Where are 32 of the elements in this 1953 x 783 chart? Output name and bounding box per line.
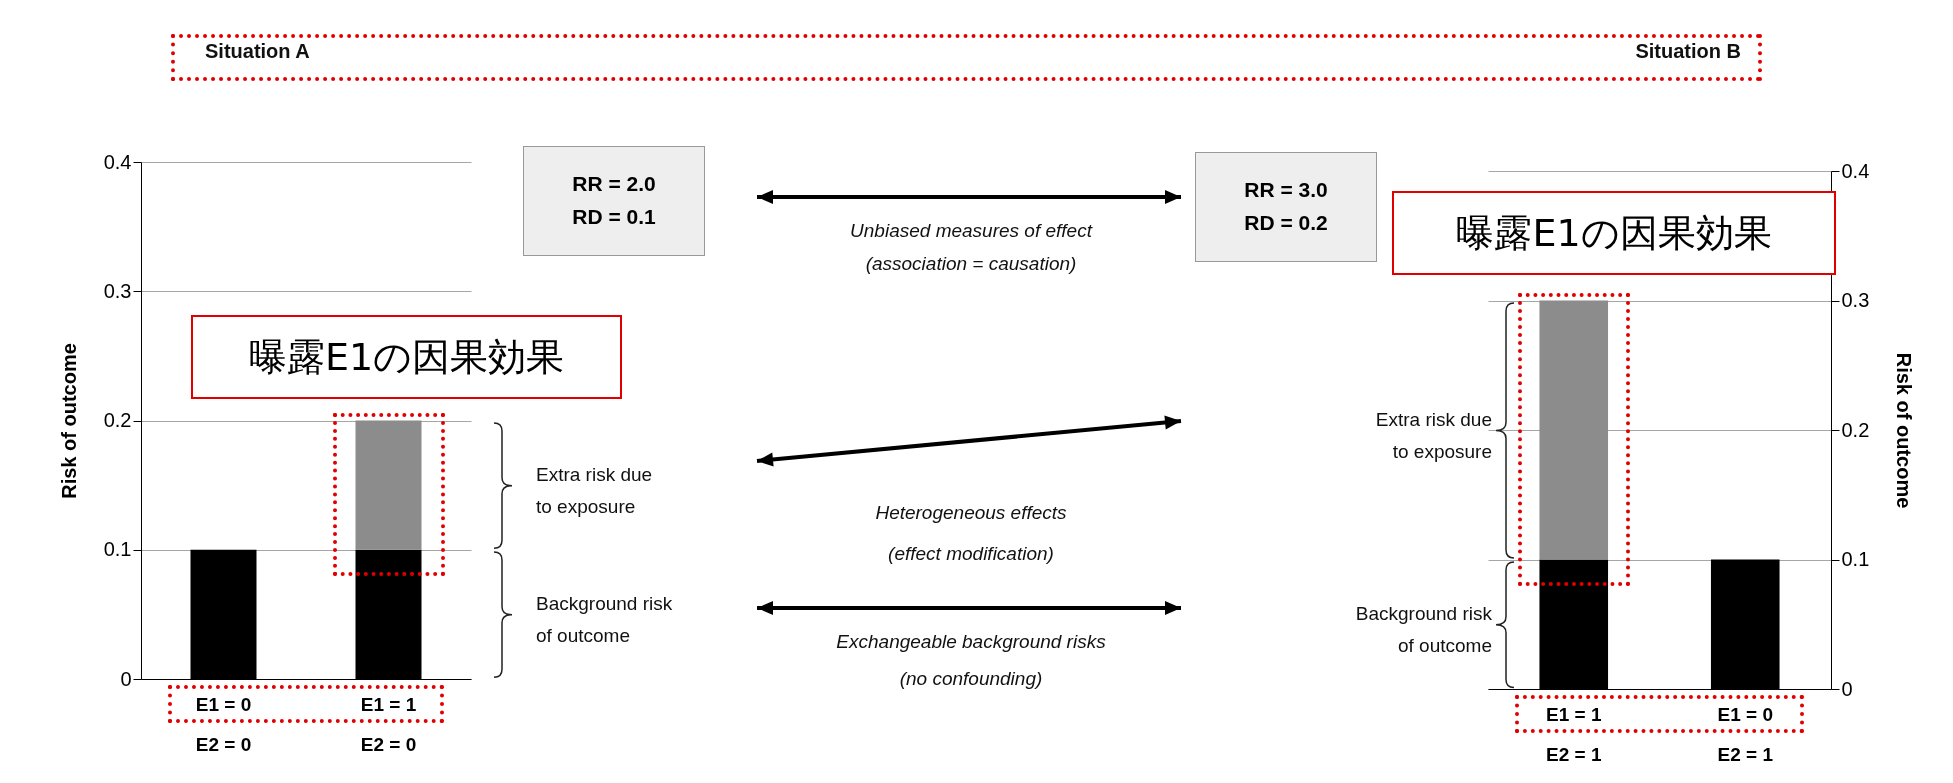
- x-tick-label: E1 = 0 E2 = 0: [195, 693, 252, 755]
- text: Exchangeable background risks: [836, 631, 1106, 653]
- chart-title: Situation A: [205, 40, 310, 63]
- text: Background risk of outcome: [1355, 602, 1492, 659]
- y2-tick-label: 0.1: [1841, 548, 1870, 570]
- label-box: 曝露E1の因果効果: [1392, 191, 1836, 275]
- text: (effect modification): [888, 543, 1054, 565]
- y2-tick-label: 0.3: [1841, 289, 1870, 311]
- y-tick-label: 0.3: [103, 279, 132, 302]
- y-tick-label: 0: [120, 667, 132, 690]
- y-tick-label: 0.4: [103, 150, 132, 173]
- label-box: RR = 3.0 RD = 0.2: [1195, 152, 1377, 262]
- x-tick-label: E1 = 0 E2 = 1: [1717, 703, 1774, 765]
- y2-tick-label: 0.2: [1841, 418, 1870, 441]
- label-box: RR = 2.0 RD = 0.1: [523, 146, 705, 256]
- y-tick-label: 0.1: [103, 538, 132, 561]
- y2-tick-label: 0.4: [1841, 159, 1870, 182]
- text: (association = causation): [865, 253, 1077, 275]
- text: Background risk of outcome: [536, 592, 673, 649]
- label-box: 曝露E1の因果効果: [191, 315, 622, 399]
- text: Heterogeneous effects: [875, 502, 1067, 524]
- text: (no confounding): [899, 668, 1043, 690]
- text: Extra risk due to exposure: [536, 463, 653, 520]
- text: Extra risk due to exposure: [1375, 408, 1492, 464]
- x-tick-label: E1 = 1 E2 = 1: [1546, 703, 1602, 765]
- y2-tick-label: 0: [1841, 677, 1853, 700]
- y-tick-label: 0.2: [103, 409, 132, 431]
- y2-axis-title: Risk of outcome: [1893, 352, 1916, 509]
- x-tick-label: E1 = 1 E2 = 0: [360, 693, 417, 755]
- y-axis-title: Risk of outcome: [57, 343, 80, 499]
- text: Unbiased measures of effect: [850, 220, 1092, 242]
- chart-title: Situation B: [1635, 40, 1741, 63]
